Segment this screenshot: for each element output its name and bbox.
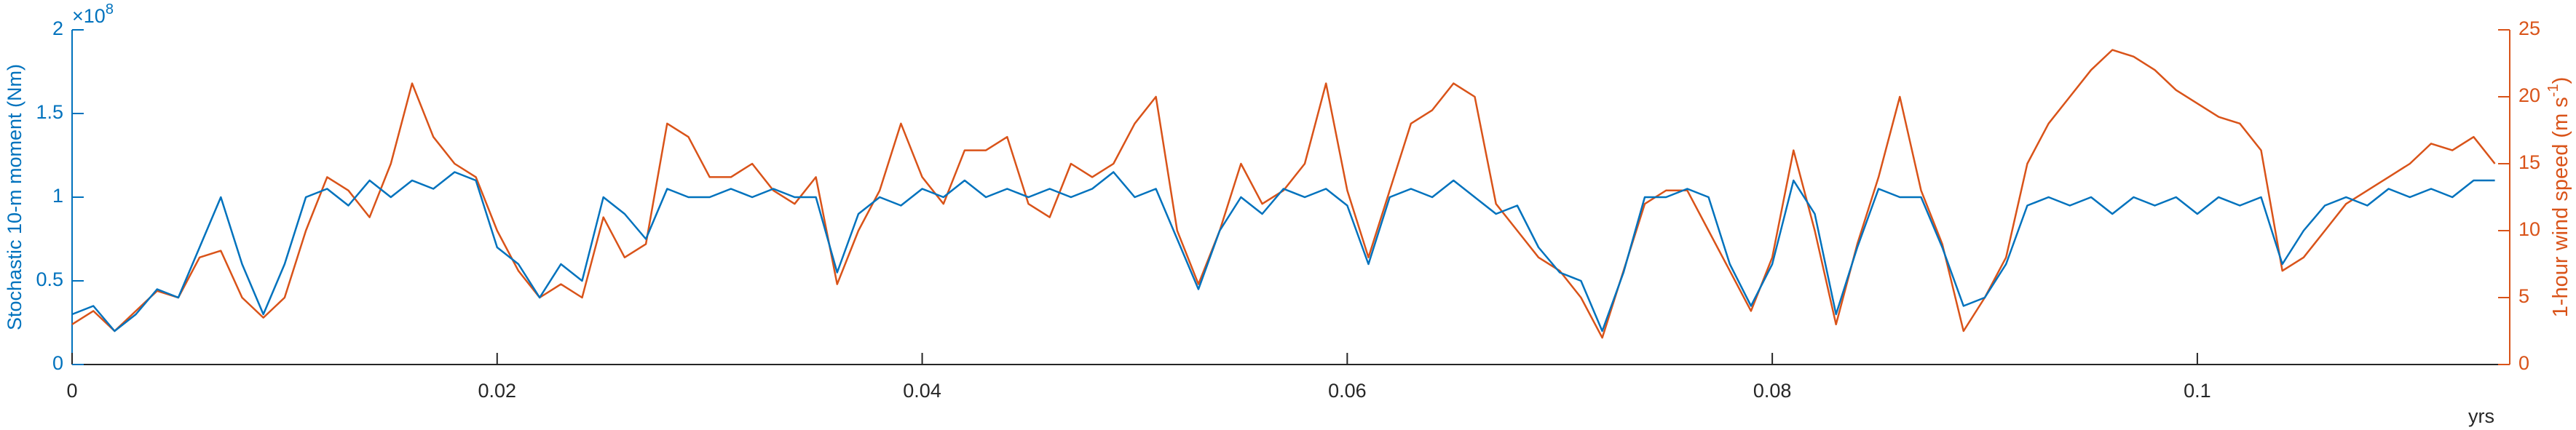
y-axis-label: Stochastic 10-m moment (Nm) <box>4 64 25 330</box>
series-line <box>71 49 2496 339</box>
y-tick-label: 2 <box>52 17 63 39</box>
y2-tick-label: 25 <box>2518 17 2540 39</box>
x-tick-label: 0.02 <box>478 380 517 402</box>
y-tick-label: 1.5 <box>36 101 63 123</box>
x-tick-label: 0.1 <box>2184 380 2211 402</box>
y2-tick-label: 20 <box>2518 84 2540 106</box>
y2-label-text: 1-hour wind speed (m s <box>2549 97 2572 317</box>
x-tick-label: 0 <box>66 380 77 402</box>
x-tick-label: 0.06 <box>1328 380 1367 402</box>
y2-tick-label: 0 <box>2518 352 2529 374</box>
x-axis-label: yrs <box>2468 405 2494 427</box>
y-multiplier-base: ×10 <box>72 5 106 27</box>
x-tick-label: 0.08 <box>1753 380 1792 402</box>
y2-label-close: ) <box>2549 77 2572 84</box>
y-tick-label: 1 <box>52 185 63 207</box>
y-multiplier: ×108 <box>72 1 114 27</box>
y-tick-label: 0 <box>52 352 63 374</box>
y-multiplier-exp: 8 <box>106 1 114 17</box>
y2-label-sup: -1 <box>2545 84 2561 97</box>
y2-tick-label: 15 <box>2518 151 2540 173</box>
y2-tick-label: 10 <box>2518 218 2540 240</box>
y2-tick-label: 5 <box>2518 285 2529 307</box>
y-tick-label: 0.5 <box>36 268 63 290</box>
series-line <box>71 171 2495 333</box>
y2-axis-label: 1-hour wind speed (m s-1) <box>2545 77 2572 318</box>
x-tick-label: 0.04 <box>903 380 941 402</box>
